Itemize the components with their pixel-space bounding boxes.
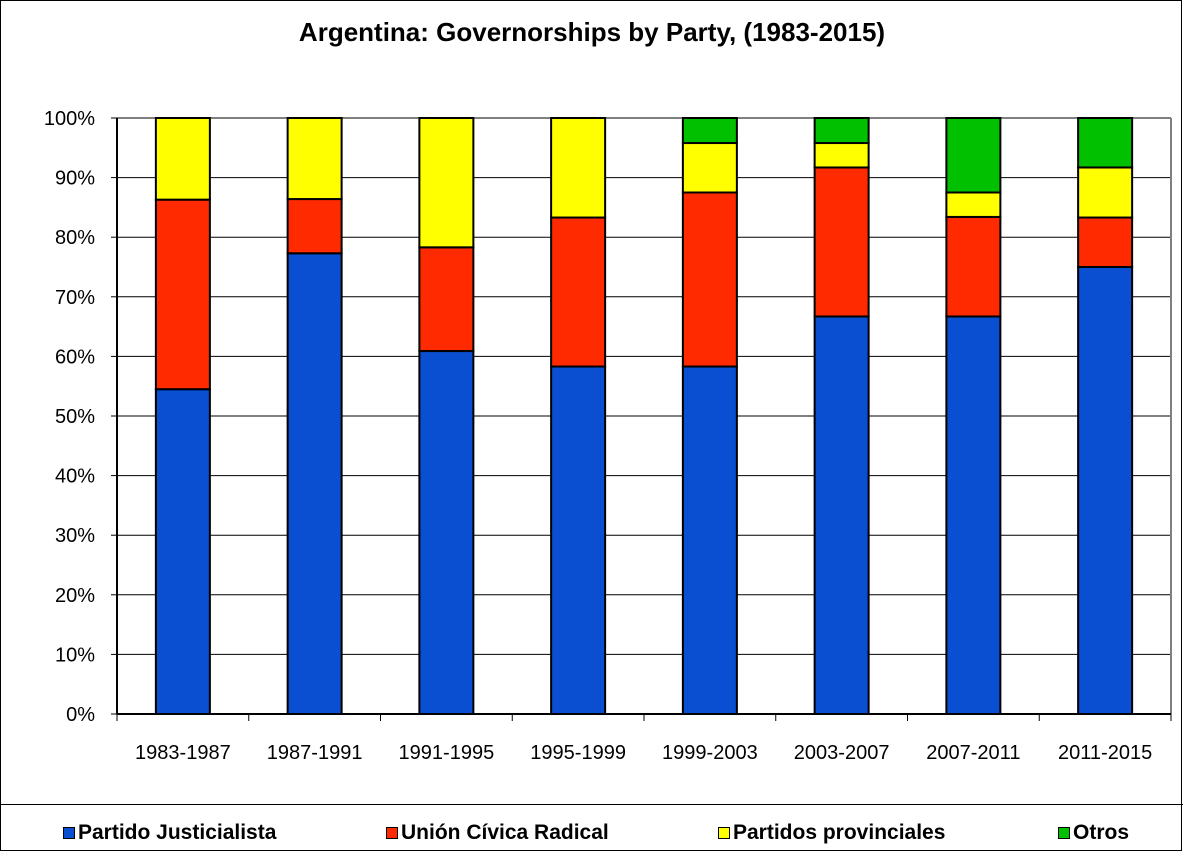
- x-tick-label: 1983-1987: [135, 742, 231, 764]
- bar-segment: [813, 142, 870, 169]
- bar-segment: [286, 117, 343, 201]
- legend-item: Partidos provinciales: [718, 821, 945, 845]
- bar-segment: [681, 191, 738, 368]
- y-tick-label: 30%: [55, 525, 95, 547]
- legend-swatch: [718, 827, 730, 839]
- legend-swatch: [63, 827, 75, 839]
- legend-label: Partidos provinciales: [733, 821, 946, 844]
- x-tick-label: 1999-2003: [662, 742, 758, 764]
- bar-segment: [1077, 117, 1134, 169]
- legend-item: Otros: [1058, 821, 1129, 845]
- legend-item: Unión Cívica Radical: [386, 821, 609, 845]
- bar-segment: [1077, 216, 1134, 268]
- y-tick-label: 100%: [44, 108, 95, 130]
- bar-segment: [154, 388, 211, 715]
- bar-segment: [945, 117, 1002, 194]
- y-tick-label: 40%: [55, 466, 95, 488]
- legend-swatch: [386, 827, 398, 839]
- legend-label: Unión Cívica Radical: [401, 821, 609, 844]
- bar-segment: [286, 198, 343, 255]
- x-tick-label: 1987-1991: [267, 742, 363, 764]
- y-tick-label: 60%: [55, 346, 95, 368]
- bar-segment: [550, 365, 607, 715]
- bar-segment: [813, 315, 870, 715]
- y-tick-label: 0%: [66, 704, 95, 726]
- legend-label: Otros: [1073, 821, 1130, 844]
- chart-legend: Partido Justicialista Unión Cívica Radica…: [1, 804, 1183, 852]
- chart-title: Argentina: Governorships by Party, (1983…: [298, 17, 886, 47]
- bar-segment: [550, 216, 607, 368]
- y-tick-label: 10%: [55, 644, 95, 666]
- bar-segment: [945, 215, 1002, 318]
- x-tick-label: 1991-1995: [399, 742, 495, 764]
- bar-segment: [286, 252, 343, 716]
- legend-item: Partido Justicialista: [63, 821, 276, 845]
- bar-segment: [681, 365, 738, 715]
- bar-segment: [945, 191, 1002, 218]
- y-tick-label: 90%: [55, 168, 95, 190]
- x-tick-label: 2007-2011: [926, 742, 1020, 764]
- legend-label: Partido Justicialista: [78, 821, 277, 844]
- bar-segment: [550, 117, 607, 219]
- bar-segment: [154, 117, 211, 201]
- bar-segment: [154, 198, 211, 391]
- bar-segment: [681, 117, 738, 145]
- legend-swatch: [1058, 827, 1070, 839]
- x-tick-label: 1995-1999: [530, 742, 626, 764]
- chart-plot: 0% 10% 20% 30% 40% 50% 60% 70% 80% 90% 100% 1983-19…: [44, 108, 1172, 764]
- bar-segment: [418, 117, 475, 249]
- bar-segment: [945, 315, 1002, 715]
- bar-segment: [813, 166, 870, 318]
- bar-segment: [418, 246, 475, 353]
- bar-segment: [813, 117, 870, 145]
- x-tick-label: 2011-2015: [1058, 742, 1152, 764]
- y-tick-label: 20%: [55, 585, 95, 607]
- bar-segment: [1077, 166, 1134, 219]
- y-tick-label: 80%: [55, 227, 95, 249]
- y-tick-label: 70%: [55, 287, 95, 309]
- bar-segment: [681, 142, 738, 194]
- bar-segment: [418, 350, 475, 715]
- x-tick-label: 2003-2007: [794, 742, 890, 764]
- y-tick-label: 50%: [55, 406, 95, 428]
- bar-segment: [1077, 266, 1134, 715]
